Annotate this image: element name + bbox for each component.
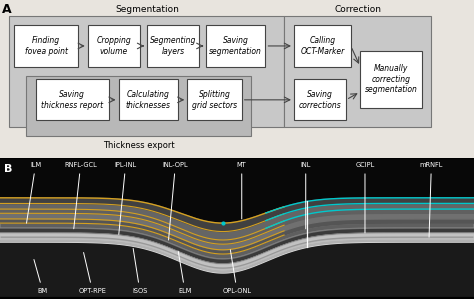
Text: BM: BM: [34, 260, 48, 294]
Text: Segmenting
layers: Segmenting layers: [150, 36, 196, 56]
Bar: [360, 51, 422, 108]
Bar: [284, 16, 431, 127]
Text: ELM: ELM: [178, 251, 191, 294]
Bar: [206, 25, 265, 67]
Text: Thickness export: Thickness export: [103, 141, 174, 150]
Bar: [294, 79, 346, 120]
Bar: [147, 25, 199, 67]
Text: GCIPL: GCIPL: [356, 162, 374, 233]
Bar: [118, 79, 178, 120]
Text: Manually
correcting
segmentation: Manually correcting segmentation: [365, 64, 418, 94]
Bar: [14, 25, 78, 67]
Text: A: A: [2, 3, 12, 16]
Text: Saving
corrections: Saving corrections: [299, 90, 341, 109]
Text: OPT-RPE: OPT-RPE: [79, 253, 106, 294]
Text: RNFL-GCL: RNFL-GCL: [64, 162, 97, 229]
Text: B: B: [4, 164, 12, 174]
Text: Segmentation: Segmentation: [115, 5, 179, 14]
Text: Calling
OCT-Marker: Calling OCT-Marker: [300, 36, 345, 56]
Text: Correction: Correction: [334, 5, 382, 14]
Text: OPL-ONL: OPL-ONL: [222, 250, 252, 294]
Bar: [36, 79, 109, 120]
Text: ILM: ILM: [27, 162, 41, 223]
Text: MT: MT: [237, 162, 246, 219]
Bar: [187, 79, 242, 120]
Text: Saving
thickness report: Saving thickness report: [41, 90, 103, 109]
Text: IPL-INL: IPL-INL: [115, 162, 137, 234]
Bar: [88, 25, 140, 67]
Text: Calculating
thicknesses: Calculating thicknesses: [126, 90, 171, 109]
Text: mRNFL: mRNFL: [419, 162, 443, 237]
Text: INL-OPL: INL-OPL: [163, 162, 188, 240]
Text: Finding
fovea point: Finding fovea point: [25, 36, 68, 56]
Text: Splitting
grid sectors: Splitting grid sectors: [192, 90, 237, 109]
Text: Saving
segmentation: Saving segmentation: [210, 36, 262, 56]
Bar: [294, 25, 351, 67]
Bar: [9, 16, 284, 127]
Text: ISOS: ISOS: [132, 248, 147, 294]
Text: Cropping
volume: Cropping volume: [96, 36, 131, 56]
Bar: [26, 76, 251, 136]
Text: INL: INL: [301, 162, 311, 229]
